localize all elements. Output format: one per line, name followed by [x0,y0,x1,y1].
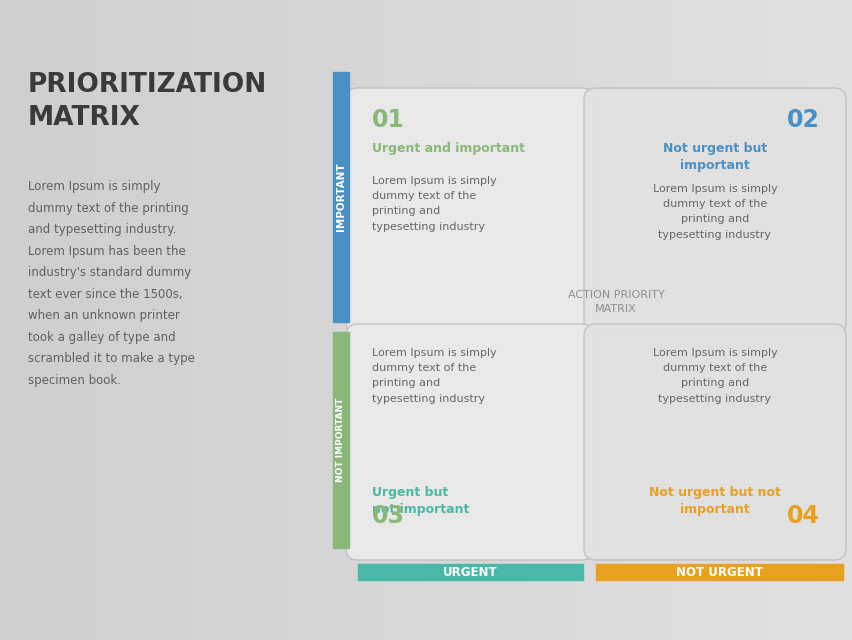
Text: Lorem Ipsum is simply
dummy text of the
printing and
typesetting industry: Lorem Ipsum is simply dummy text of the … [652,348,776,404]
Text: Not urgent but
important: Not urgent but important [662,142,766,172]
FancyBboxPatch shape [346,88,593,334]
Text: URGENT: URGENT [443,566,498,579]
Text: 01: 01 [371,108,405,132]
Text: ACTION PRIORITY
MATRIX: ACTION PRIORITY MATRIX [567,291,664,314]
Bar [332,72,348,322]
Text: IMPORTANT: IMPORTANT [336,163,346,231]
Text: Lorem Ipsum is simply
dummy text of the
printing and
typesetting industry: Lorem Ipsum is simply dummy text of the … [652,184,776,239]
Text: NOT URGENT: NOT URGENT [676,566,762,579]
Text: PRIORITIZATION: PRIORITIZATION [28,72,267,98]
Text: Lorem Ipsum is simply
dummy text of the printing
and typesetting industry.
Lorem: Lorem Ipsum is simply dummy text of the … [28,180,194,387]
Bar [332,332,348,548]
Text: Urgent and important: Urgent and important [371,142,524,155]
Text: Urgent but
not important: Urgent but not important [371,486,469,515]
Text: Not urgent but not
important: Not urgent but not important [648,486,780,515]
Text: Lorem Ipsum is simply
dummy text of the
printing and
typesetting industry: Lorem Ipsum is simply dummy text of the … [371,176,496,232]
Text: 04: 04 [786,504,819,528]
Bar [596,564,842,580]
Bar [358,564,582,580]
Text: NOT IMPORTANT: NOT IMPORTANT [336,398,345,482]
Text: 03: 03 [371,504,405,528]
Text: MATRIX: MATRIX [28,105,141,131]
FancyBboxPatch shape [346,324,593,560]
FancyBboxPatch shape [584,88,845,334]
Text: 02: 02 [786,108,819,132]
Text: Lorem Ipsum is simply
dummy text of the
printing and
typesetting industry: Lorem Ipsum is simply dummy text of the … [371,348,496,404]
FancyBboxPatch shape [584,324,845,560]
